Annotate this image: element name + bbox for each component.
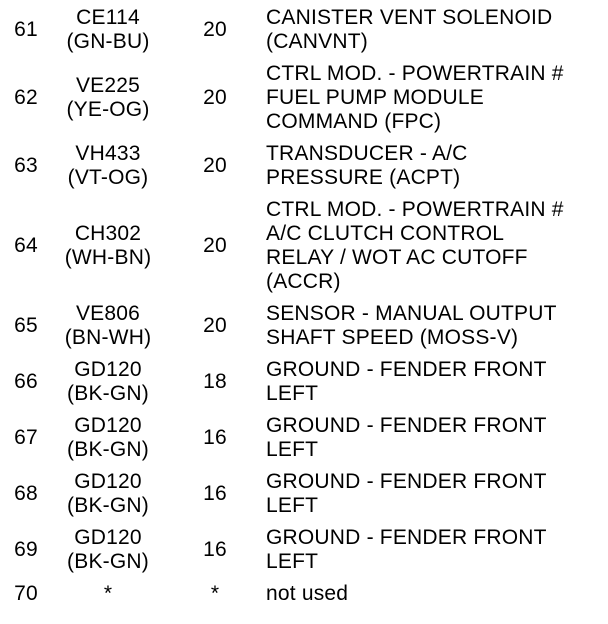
circuit-code-cell: CH302 (WH-BN) <box>64 222 152 269</box>
circuit-code-cell: VE806 (BN-WH) <box>64 302 152 349</box>
table-row: 67 GD120 (BK-GN) 16 GROUND - FENDER FRON… <box>0 410 608 466</box>
wire-gauge-cell: 16 <box>203 426 227 449</box>
circuit-description-cell: CTRL MOD. - POWERTRAIN # A/C CLUTCH CONT… <box>266 198 564 293</box>
circuit-code-cell: * <box>103 582 113 605</box>
circuit-description-cell: CTRL MOD. - POWERTRAIN # FUEL PUMP MODUL… <box>266 62 564 133</box>
circuit-description-cell: GROUND - FENDER FRONT LEFT <box>266 470 547 517</box>
wire-gauge-cell: 20 <box>203 314 227 337</box>
circuit-code-cell: GD120 (BK-GN) <box>67 414 149 461</box>
circuit-code-cell: GD120 (BK-GN) <box>67 526 149 573</box>
pin-number-cell: 62 <box>14 86 38 109</box>
table-row: 65 VE806 (BN-WH) 20 SENSOR - MANUAL OUTP… <box>0 298 608 354</box>
circuit-description-cell: GROUND - FENDER FRONT LEFT <box>266 526 547 573</box>
pin-number-cell: 63 <box>14 154 38 177</box>
circuit-description-cell: CANISTER VENT SOLENOID (CANVNT) <box>266 6 553 53</box>
circuit-code-cell: VH433 (VT-OG) <box>67 142 149 189</box>
circuit-description-cell: SENSOR - MANUAL OUTPUT SHAFT SPEED (MOSS… <box>266 302 557 349</box>
pin-number-cell: 61 <box>14 18 38 41</box>
connector-pinout-table: 61 CE114 (GN-BU) 20 CANISTER VENT SOLENO… <box>0 2 608 610</box>
circuit-code-cell: GD120 (BK-GN) <box>67 358 149 405</box>
wire-gauge-cell: 20 <box>203 234 227 257</box>
pin-number-cell: 70 <box>14 582 38 605</box>
circuit-code-cell: CE114 (GN-BU) <box>66 6 150 53</box>
wire-gauge-cell: 18 <box>203 370 227 393</box>
pin-number-cell: 66 <box>14 370 38 393</box>
table-row: 70 * * not used <box>0 578 608 610</box>
table-row: 64 CH302 (WH-BN) 20 CTRL MOD. - POWERTRA… <box>0 194 608 298</box>
pin-number-cell: 64 <box>14 234 38 257</box>
wire-gauge-cell: 20 <box>203 86 227 109</box>
pinout-table-body: 61 CE114 (GN-BU) 20 CANISTER VENT SOLENO… <box>0 2 608 610</box>
circuit-code-cell: VE225 (YE-OG) <box>66 74 150 121</box>
table-row: 63 VH433 (VT-OG) 20 TRANSDUCER - A/C PRE… <box>0 138 608 194</box>
wire-gauge-cell: * <box>210 582 220 605</box>
pin-number-cell: 65 <box>14 314 38 337</box>
table-row: 69 GD120 (BK-GN) 16 GROUND - FENDER FRON… <box>0 522 608 578</box>
wire-gauge-cell: 20 <box>203 154 227 177</box>
circuit-code-cell: GD120 (BK-GN) <box>67 470 149 517</box>
pin-number-cell: 67 <box>14 426 38 449</box>
table-row: 61 CE114 (GN-BU) 20 CANISTER VENT SOLENO… <box>0 2 608 58</box>
wire-gauge-cell: 16 <box>203 538 227 561</box>
table-row: 62 VE225 (YE-OG) 20 CTRL MOD. - POWERTRA… <box>0 58 608 138</box>
table-row: 68 GD120 (BK-GN) 16 GROUND - FENDER FRON… <box>0 466 608 522</box>
table-row: 66 GD120 (BK-GN) 18 GROUND - FENDER FRON… <box>0 354 608 410</box>
pin-number-cell: 69 <box>14 538 38 561</box>
wire-gauge-cell: 16 <box>203 482 227 505</box>
circuit-description-cell: not used <box>266 582 349 605</box>
circuit-description-cell: GROUND - FENDER FRONT LEFT <box>266 414 547 461</box>
circuit-description-cell: GROUND - FENDER FRONT LEFT <box>266 358 547 405</box>
pin-number-cell: 68 <box>14 482 38 505</box>
circuit-description-cell: TRANSDUCER - A/C PRESSURE (ACPT) <box>266 142 468 189</box>
wire-gauge-cell: 20 <box>203 18 227 41</box>
